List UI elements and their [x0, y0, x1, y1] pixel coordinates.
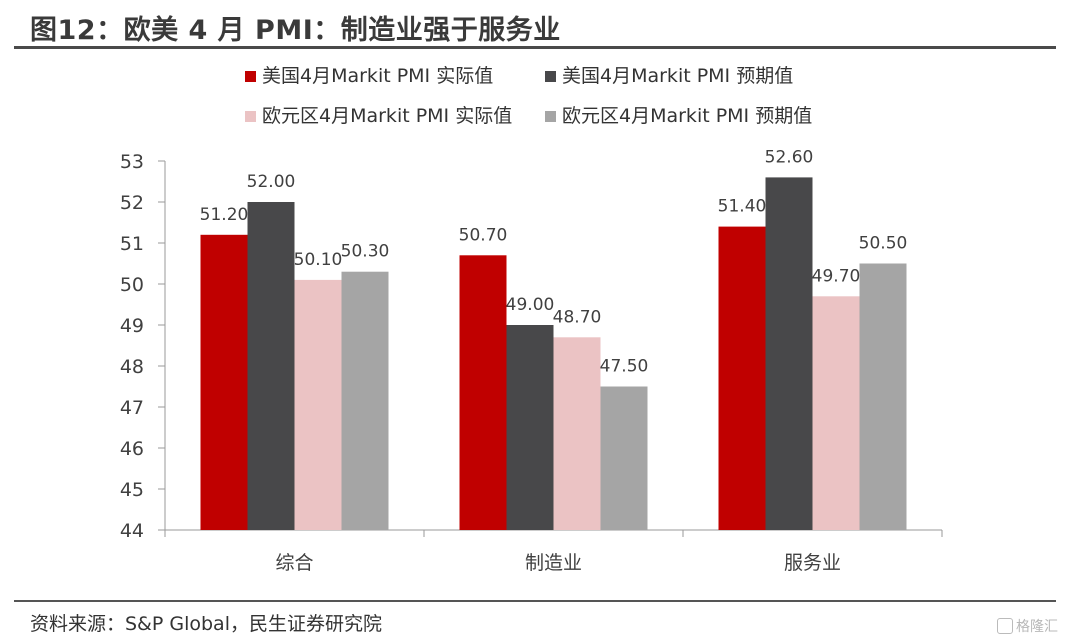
y-tick-label: 44: [120, 520, 144, 542]
bar: [718, 226, 766, 530]
title-divider: [14, 46, 1056, 49]
legend-label: 欧元区4月Markit PMI 实际值: [262, 105, 512, 127]
data-label: 50.30: [341, 242, 390, 262]
data-label: 50.70: [459, 225, 508, 245]
watermark-logo-icon: [997, 618, 1013, 634]
legend-label: 美国4月Markit PMI 预期值: [562, 65, 793, 87]
bars: [200, 177, 907, 531]
data-label: 48.70: [553, 307, 602, 327]
bar: [247, 202, 295, 530]
legend-swatch: [245, 111, 256, 122]
data-label: 47.50: [600, 357, 649, 377]
legend-swatch: [545, 111, 556, 122]
watermark-text: 格隆汇: [1016, 619, 1058, 635]
x-tick-label: 综合: [275, 552, 313, 574]
x-tick-label: 服务业: [784, 552, 841, 574]
legend: 美国4月Markit PMI 实际值 美国4月Markit PMI 预期值欧元区4…: [245, 65, 812, 127]
data-label: 49.00: [506, 295, 555, 315]
bar: [200, 234, 248, 531]
bar-chart: 美国4月Markit PMI 实际值 美国4月Markit PMI 预期值欧元区4…: [120, 65, 943, 574]
data-label: 51.40: [718, 197, 767, 217]
y-tick-label: 48: [120, 356, 144, 378]
data-label: 51.20: [200, 205, 249, 225]
y-tick-label: 52: [120, 192, 144, 214]
source-note: 资料来源：S&P Global，民生证券研究院: [30, 613, 382, 635]
y-tick-label: 51: [120, 233, 144, 255]
bar: [600, 386, 648, 530]
bar: [506, 325, 554, 530]
data-label: 52.00: [247, 172, 296, 192]
data-label: 50.50: [859, 234, 908, 254]
y-tick-label: 50: [120, 274, 144, 296]
chart-title: 图12：欧美 4 月 PMI：制造业强于服务业: [30, 15, 561, 46]
x-tick-label: 制造业: [525, 552, 582, 574]
data-label: 50.10: [294, 250, 343, 270]
legend-swatch: [545, 71, 556, 82]
bar: [859, 263, 907, 530]
y-tick-label: 49: [120, 315, 144, 337]
bar: [341, 271, 389, 530]
y-tick-label: 45: [120, 479, 144, 501]
data-label: 52.60: [765, 147, 814, 167]
bar: [294, 279, 342, 530]
y-tick-label: 47: [120, 397, 144, 419]
bar: [765, 177, 813, 530]
footer-divider: [14, 600, 1056, 602]
y-tick-label: 46: [120, 438, 144, 460]
y-tick-label: 53: [120, 151, 144, 173]
bar: [553, 337, 601, 530]
data-label: 49.70: [812, 266, 861, 286]
legend-label: 欧元区4月Markit PMI 预期值: [562, 105, 812, 127]
legend-label: 美国4月Markit PMI 实际值: [262, 65, 493, 87]
legend-swatch: [245, 71, 256, 82]
bar: [459, 255, 507, 531]
bar: [812, 296, 860, 530]
watermark: 格隆汇: [997, 616, 1058, 636]
